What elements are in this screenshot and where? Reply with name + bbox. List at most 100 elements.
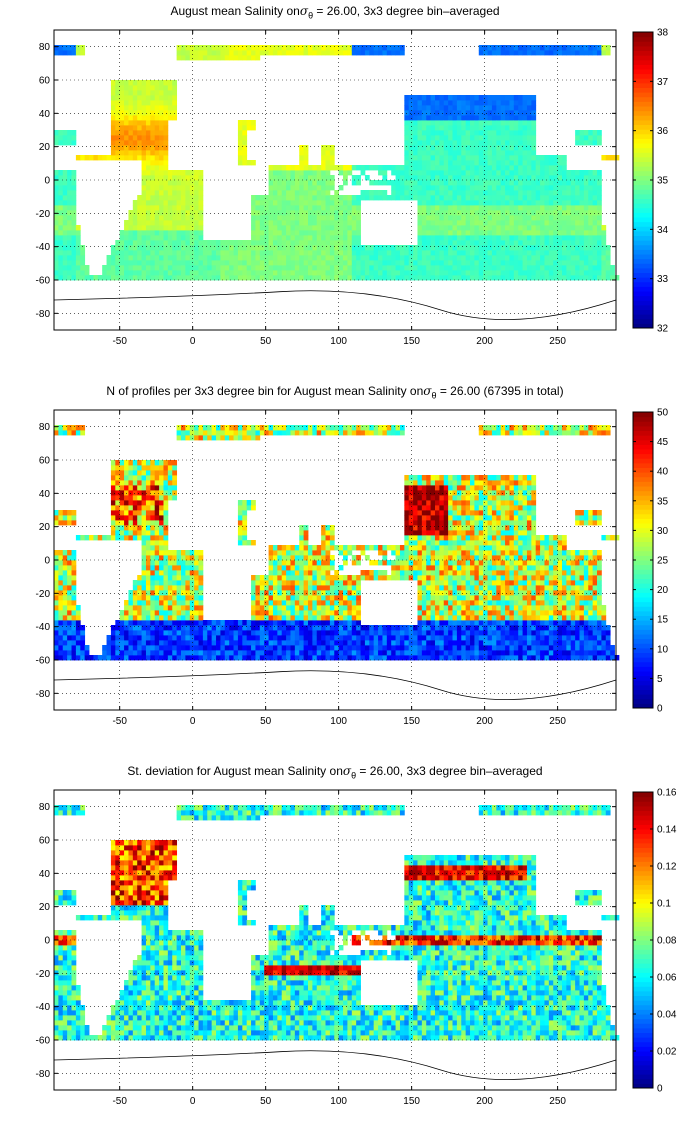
- colorbar-segment: [633, 152, 653, 158]
- data-cell: [316, 265, 322, 271]
- data-cell: [154, 495, 160, 501]
- data-cell: [159, 560, 164, 566]
- data-cell: [373, 255, 379, 261]
- data-cell: [557, 160, 563, 166]
- data-cell: [329, 240, 335, 246]
- data-cell: [246, 505, 252, 511]
- data-cell: [570, 260, 576, 266]
- data-cell: [321, 570, 326, 576]
- data-cell: [395, 45, 401, 51]
- data-cell: [154, 545, 160, 551]
- data-cell: [137, 215, 142, 221]
- data-cell: [509, 120, 515, 126]
- data-cell: [356, 620, 361, 626]
- data-cell: [434, 160, 440, 166]
- data-cell: [347, 545, 353, 551]
- data-cell: [281, 200, 287, 206]
- data-cell: [54, 230, 59, 236]
- data-cell: [347, 595, 353, 601]
- data-cell: [531, 175, 537, 181]
- data-cell: [509, 115, 515, 121]
- data-cell: [544, 45, 550, 51]
- data-cell: [224, 270, 230, 276]
- data-cell: [303, 430, 309, 436]
- data-cell: [286, 585, 291, 591]
- data-cell: [548, 200, 554, 206]
- data-cell: [132, 220, 138, 226]
- data-cell: [150, 540, 156, 546]
- data-cell: [531, 45, 537, 51]
- data-cell: [518, 115, 523, 121]
- data-cell: [290, 45, 296, 51]
- data-cell: [316, 425, 322, 431]
- data-cell: [75, 425, 81, 431]
- data-cell: [233, 435, 239, 441]
- data-cell: [356, 655, 361, 661]
- data-cell: [566, 170, 572, 176]
- data-cell: [54, 565, 59, 571]
- data-cell: [145, 240, 151, 246]
- data-cell: [194, 640, 199, 646]
- data-cell: [561, 235, 567, 241]
- data-cell: [145, 200, 151, 206]
- data-cell: [386, 255, 392, 261]
- data-cell: [338, 225, 344, 231]
- data-cell: [597, 245, 602, 251]
- data-cell: [163, 515, 169, 521]
- data-cell: [553, 170, 559, 176]
- data-cell: [194, 600, 199, 606]
- data-cell: [67, 175, 72, 181]
- data-cell: [154, 150, 160, 156]
- data-cell: [303, 530, 309, 536]
- data-cell: [124, 220, 129, 226]
- data-cell: [194, 170, 199, 176]
- data-cell: [382, 270, 388, 276]
- data-cell: [110, 245, 116, 251]
- data-cell: [430, 205, 436, 211]
- data-cell: [154, 160, 160, 166]
- data-cell: [518, 110, 523, 116]
- data-cell: [343, 200, 348, 206]
- data-cell: [124, 85, 129, 91]
- data-cell: [505, 270, 510, 276]
- data-cell: [290, 605, 296, 611]
- data-cell: [93, 275, 99, 281]
- data-cell: [251, 260, 256, 266]
- data-cell: [54, 265, 59, 271]
- data-cell: [119, 105, 125, 111]
- data-cell: [290, 260, 296, 266]
- data-cell: [141, 250, 147, 256]
- data-cell: [465, 225, 471, 231]
- data-cell: [491, 160, 497, 166]
- data-cell: [338, 185, 344, 191]
- data-cell: [150, 90, 156, 96]
- data-cell: [434, 245, 440, 251]
- data-cell: [286, 50, 291, 56]
- data-cell: [132, 235, 138, 241]
- data-cell: [71, 650, 77, 656]
- data-cell: [167, 240, 173, 246]
- data-cell: [194, 270, 199, 276]
- data-cell: [548, 175, 554, 181]
- data-cell: [478, 230, 484, 236]
- data-cell: [474, 245, 480, 251]
- data-cell: [229, 270, 234, 276]
- data-cell: [54, 250, 59, 256]
- data-cell: [154, 500, 160, 506]
- data-cell: [325, 160, 331, 166]
- data-cell: [443, 270, 449, 276]
- colorbar-segment: [633, 193, 653, 200]
- data-cell: [132, 655, 138, 661]
- data-cell: [561, 205, 567, 211]
- data-cell: [272, 645, 278, 651]
- data-cell: [272, 545, 278, 551]
- data-cell: [434, 105, 440, 111]
- data-cell: [185, 580, 191, 586]
- data-cell: [395, 170, 401, 176]
- data-cell: [141, 210, 147, 216]
- data-cell: [216, 640, 221, 646]
- data-cell: [163, 500, 169, 506]
- data-cell: [456, 140, 462, 146]
- data-cell: [71, 565, 77, 571]
- data-cell: [465, 150, 471, 156]
